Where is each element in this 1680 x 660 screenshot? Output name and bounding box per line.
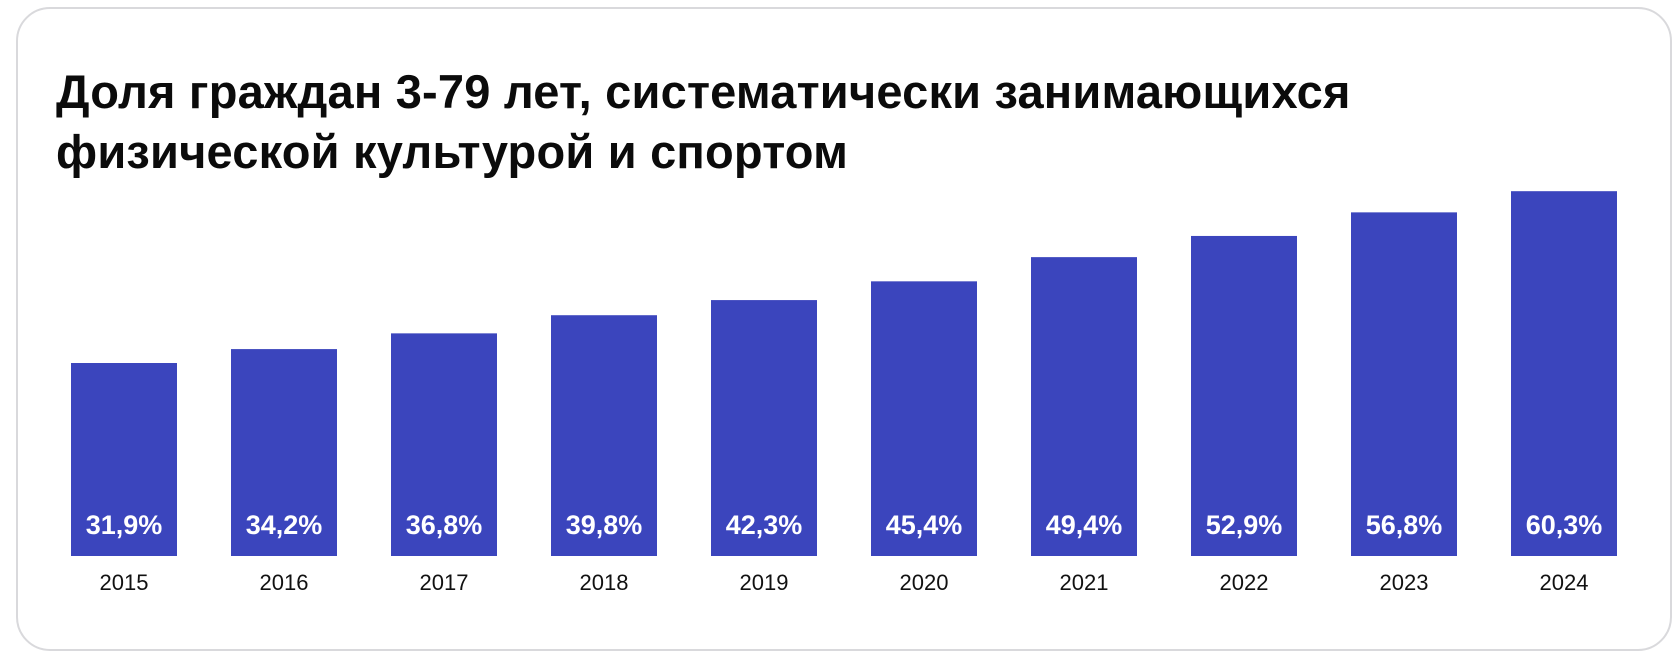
- bar-value-label: 49,4%: [1046, 510, 1123, 540]
- x-tick-label: 2018: [580, 570, 629, 595]
- bar-2022: [1191, 235, 1297, 556]
- bar-2019: [711, 300, 817, 556]
- bar-value-label: 56,8%: [1366, 510, 1443, 540]
- bar-value-label: 39,8%: [566, 510, 643, 540]
- bar-value-label: 34,2%: [246, 510, 323, 540]
- x-tick-label: 2023: [1380, 570, 1429, 595]
- x-tick-label: 2021: [1060, 570, 1109, 595]
- bar-2021: [1031, 257, 1137, 556]
- x-tick-label: 2024: [1540, 570, 1589, 595]
- bar-value-label: 42,3%: [726, 510, 803, 540]
- bar-value-label: 52,9%: [1206, 510, 1283, 540]
- x-tick-label: 2022: [1220, 570, 1269, 595]
- bar-value-label: 31,9%: [86, 510, 163, 540]
- chart-title: Доля граждан 3-79 лет, систематически за…: [56, 65, 1351, 178]
- bar-2020: [871, 281, 977, 556]
- x-tick-label: 2015: [100, 570, 149, 595]
- bar-2015: [71, 363, 177, 556]
- x-tick-label: 2019: [740, 570, 789, 595]
- bar-2024: [1511, 191, 1617, 556]
- bar-2017: [391, 333, 497, 556]
- x-tick-label: 2017: [420, 570, 469, 595]
- x-tick-label: 2016: [260, 570, 309, 595]
- bar-value-label: 45,4%: [886, 510, 963, 540]
- bar-2016: [231, 349, 337, 556]
- bar-value-label: 60,3%: [1526, 510, 1603, 540]
- bar-2023: [1351, 212, 1457, 557]
- bar-value-label: 36,8%: [406, 510, 483, 540]
- x-tick-label: 2020: [900, 570, 949, 595]
- bar-2018: [551, 315, 657, 556]
